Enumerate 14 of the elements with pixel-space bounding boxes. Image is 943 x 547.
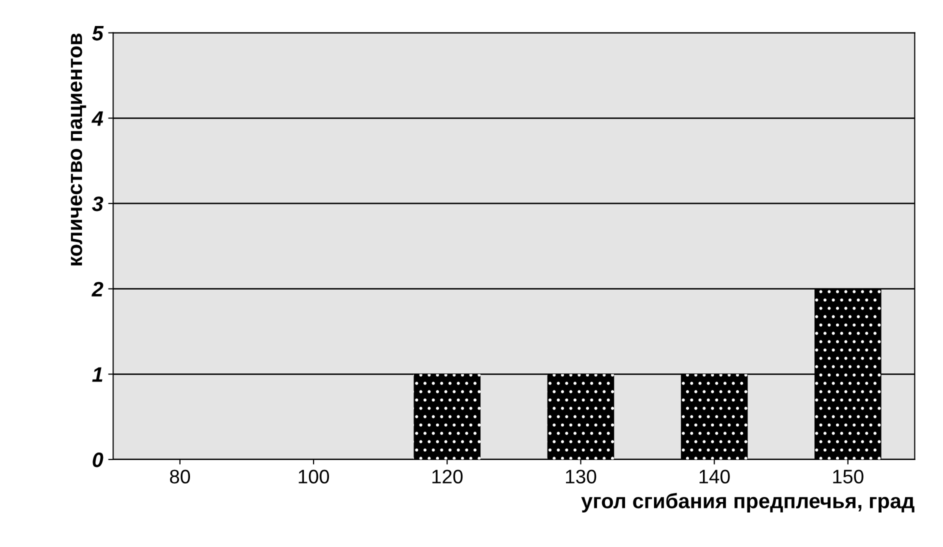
y-tick-label: 1 — [92, 367, 102, 382]
x-tick-label: 80 — [170, 470, 190, 484]
x-axis-title: угол сгибания предплечья, град — [581, 492, 914, 512]
y-tick-label: 3 — [92, 196, 104, 212]
x-tick-label: 100 — [298, 470, 330, 484]
x-tick-label: 130 — [566, 470, 596, 484]
x-tick-label: 120 — [432, 470, 463, 484]
y-tick-label: 0 — [92, 452, 104, 468]
x-tick-label: 150 — [833, 470, 864, 484]
y-axis-title: количество пациентов — [70, 34, 86, 266]
y-tick-label: 4 — [92, 111, 104, 126]
y-tick-label: 2 — [92, 282, 104, 296]
y-tick-label: 5 — [92, 26, 104, 41]
x-tick-label: 140 — [700, 470, 730, 484]
